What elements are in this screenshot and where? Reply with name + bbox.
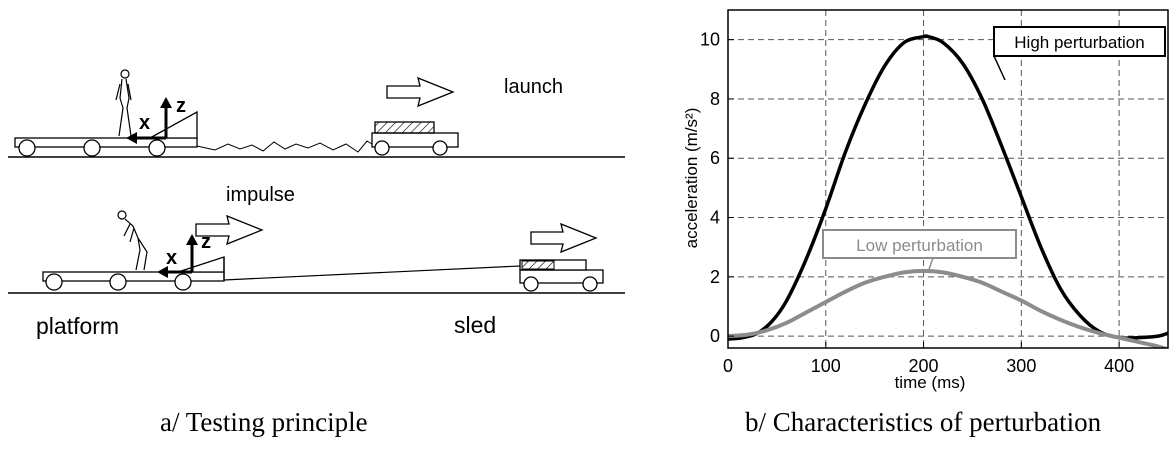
impulse-arrow-icon (195, 214, 264, 246)
coordinate-axes-icon (157, 234, 198, 278)
coordinate-axes-icon (126, 97, 172, 144)
platform-label: platform (36, 313, 119, 339)
falling-person-icon (117, 210, 148, 271)
y-tick-label: 8 (710, 89, 720, 109)
y-tick-label: 6 (710, 148, 720, 168)
platform-cart (42, 256, 225, 291)
annotation-box (993, 26, 1166, 57)
y-axis-label: acceleration (m/s²) (682, 108, 701, 249)
x-tick-label: 400 (1104, 356, 1134, 376)
axis-x-label: x (139, 112, 150, 134)
diagram-caption: a/ Testing principle (160, 407, 368, 437)
x-tick-label: 100 (811, 356, 841, 376)
x-tick-label: 200 (909, 356, 939, 376)
annotation-box (822, 229, 1017, 259)
annotation-label: High perturbation (1014, 33, 1144, 52)
tick-labels: 0 100 200 300 400 0 2 4 6 8 10 (700, 30, 1134, 376)
grid (728, 10, 1168, 348)
impulse-label: impulse (226, 184, 295, 206)
testing-principle-diagram: x z launch impulse (8, 69, 625, 339)
x-axis-label: time (ms) (895, 373, 966, 392)
series-lines (728, 34, 1168, 348)
y-tick-label: 4 (710, 208, 720, 228)
axis-z-label: z (176, 95, 186, 117)
launch-scene: x z launch (8, 69, 625, 158)
platform-cart (14, 110, 198, 157)
x-tick-label: 300 (1006, 356, 1036, 376)
annotation-leader (993, 55, 1006, 81)
series-line-1 (728, 268, 1168, 348)
y-tick-label: 10 (700, 30, 720, 50)
annotation-label: Low perturbation (856, 236, 983, 255)
slack-rope (196, 140, 373, 153)
annotation-leader (927, 257, 934, 273)
sled-arrow-icon (530, 222, 598, 254)
x-tick-label: 0 (723, 356, 733, 376)
taut-rope (223, 265, 521, 281)
y-tick-label: 2 (710, 267, 720, 287)
sled-cart (371, 121, 459, 156)
launch-label: launch (504, 76, 563, 98)
axis-x-label: x (166, 247, 177, 269)
sled-label: sled (454, 312, 496, 338)
sled-cart (519, 259, 604, 292)
launch-arrow-icon (386, 76, 455, 108)
series-line-0 (728, 34, 1168, 341)
axis-z-label: z (201, 231, 211, 253)
y-tick-label: 0 (710, 326, 720, 346)
standing-person-icon (115, 69, 132, 137)
impulse-scene: impulse x z pl (8, 184, 625, 339)
annotations: High perturbation Low perturbation (822, 26, 1166, 273)
chart-caption: b/ Characteristics of perturbation (745, 407, 1102, 437)
plot-frame (727, 9, 1169, 349)
